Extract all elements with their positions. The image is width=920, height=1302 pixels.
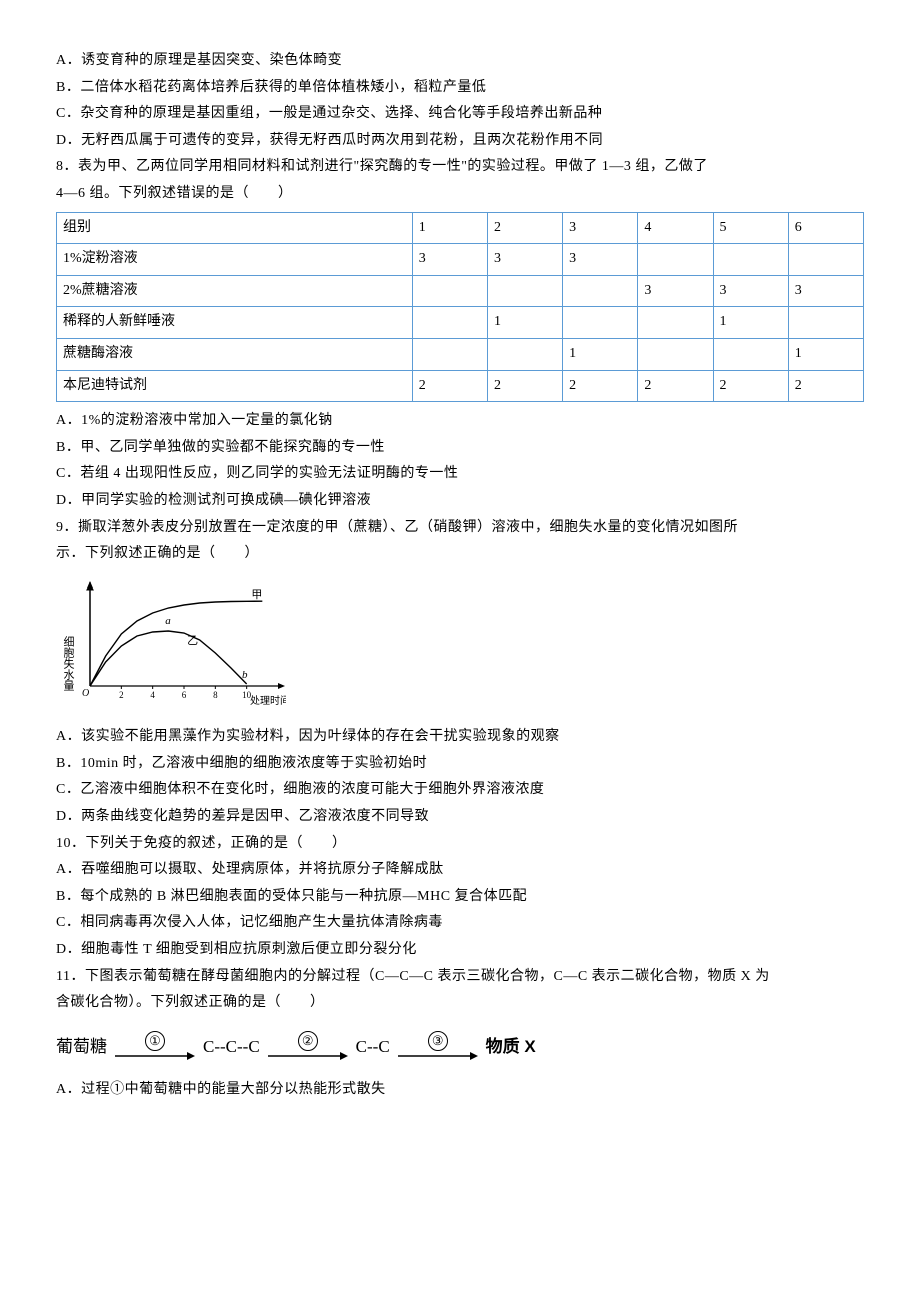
q8-opt-d: D．甲同学实验的检测试剂可换成碘—碘化钾溶液	[56, 488, 864, 515]
th-4: 4	[638, 212, 713, 244]
q9-opt-d: D．两条曲线变化趋势的差异是因甲、乙溶液浓度不同导致	[56, 804, 864, 831]
cell	[713, 244, 788, 276]
flow-node: 葡萄糖	[56, 1031, 107, 1063]
svg-text:甲: 甲	[251, 589, 262, 601]
table-row: 蔗糖酶溶液 1 1	[57, 338, 864, 370]
q8-opt-a: A．1%的淀粉溶液中常加入一定量的氯化钠	[56, 408, 864, 435]
table-row: 2%蔗糖溶液 3 3 3	[57, 275, 864, 307]
q10-opt-c: C．相同病毒再次侵入人体，记忆细胞产生大量抗体清除病毒	[56, 910, 864, 937]
th-label: 组别	[57, 212, 413, 244]
row-label: 本尼迪特试剂	[57, 370, 413, 402]
q8-stem-line2: 4—6 组。下列叙述错误的是（ ）	[56, 181, 864, 208]
cell: 3	[713, 275, 788, 307]
svg-text:6: 6	[182, 690, 187, 700]
cell: 2	[788, 370, 863, 402]
cell	[638, 338, 713, 370]
cell	[788, 307, 863, 339]
cell: 1	[487, 307, 562, 339]
q8-opt-c: C．若组 4 出现阳性反应，则乙同学的实验无法证明酶的专一性	[56, 461, 864, 488]
table-row: 1%淀粉溶液 3 3 3	[57, 244, 864, 276]
svg-text:O: O	[82, 688, 89, 699]
cell: 2	[638, 370, 713, 402]
cell	[563, 307, 638, 339]
th-1: 1	[412, 212, 487, 244]
q10-opt-a: A．吞噬细胞可以摄取、处理病原体，并将抗原分子降解成肽	[56, 857, 864, 884]
row-label: 蔗糖酶溶液	[57, 338, 413, 370]
q9-opt-c: C．乙溶液中细胞体积不在变化时，细胞液的浓度可能大于细胞外界溶液浓度	[56, 777, 864, 804]
cell: 2	[713, 370, 788, 402]
svg-text:4: 4	[150, 690, 155, 700]
cell: 1	[788, 338, 863, 370]
q9-chart-svg: 246810O甲乙ab细胞失水量处理时间/min	[56, 578, 286, 708]
svg-text:细胞失水量: 细胞失水量	[62, 635, 75, 690]
cell	[412, 338, 487, 370]
flow-node: C--C--C	[203, 1031, 260, 1063]
cell	[638, 244, 713, 276]
th-3: 3	[563, 212, 638, 244]
cell	[563, 275, 638, 307]
row-label: 2%蔗糖溶液	[57, 275, 413, 307]
cell: 2	[563, 370, 638, 402]
q9-stem-line1: 9．撕取洋葱外表皮分别放置在一定浓度的甲（蔗糖）、乙（硝酸钾）溶液中，细胞失水量…	[56, 515, 864, 542]
q11-diagram: 葡萄糖①C--C--C②C--C③物质 X	[56, 1031, 864, 1063]
th-5: 5	[713, 212, 788, 244]
table-row: 本尼迪特试剂 2 2 2 2 2 2	[57, 370, 864, 402]
cell: 3	[788, 275, 863, 307]
svg-text:b: b	[242, 669, 248, 681]
q11-stem-line1: 11．下图表示葡萄糖在酵母菌细胞内的分解过程（C—C—C 表示三碳化合物，C—C…	[56, 964, 864, 991]
svg-text:a: a	[165, 615, 171, 627]
cell	[638, 307, 713, 339]
table-row: 稀释的人新鲜唾液 1 1	[57, 307, 864, 339]
q11-stem-line2: 含碳化合物）。下列叙述正确的是（ ）	[56, 990, 864, 1017]
svg-text:处理时间/min: 处理时间/min	[250, 694, 286, 707]
cell: 3	[563, 244, 638, 276]
svg-text:乙: 乙	[187, 634, 198, 647]
th-2: 2	[487, 212, 562, 244]
q7-opt-b: B．二倍体水稻花药离体培养后获得的单倍体植株矮小，稻粒产量低	[56, 75, 864, 102]
q8-opt-b: B．甲、乙同学单独做的实验都不能探究酶的专一性	[56, 435, 864, 462]
flow-node: 物质 X	[486, 1031, 536, 1063]
q9-opt-a: A．该实验不能用黑藻作为实验材料，因为叶绿体的存在会干扰实验现象的观察	[56, 724, 864, 751]
cell	[713, 338, 788, 370]
q7-opt-c: C．杂交育种的原理是基因重组，一般是通过杂交、选择、纯合化等手段培养出新品种	[56, 101, 864, 128]
cell: 3	[487, 244, 562, 276]
q11-opt-a: A．过程①中葡萄糖中的能量大部分以热能形式散失	[56, 1077, 864, 1104]
table-header-row: 组别 1 2 3 4 5 6	[57, 212, 864, 244]
cell	[412, 307, 487, 339]
q8-table: 组别 1 2 3 4 5 6 1%淀粉溶液 3 3 3 2%蔗糖溶液 3 3 3…	[56, 212, 864, 403]
cell	[487, 338, 562, 370]
q10-opt-b: B．每个成熟的 B 淋巴细胞表面的受体只能与一种抗原—MHC 复合体匹配	[56, 884, 864, 911]
q8-stem-line1: 8．表为甲、乙两位同学用相同材料和试剂进行"探究酶的专一性"的实验过程。甲做了 …	[56, 154, 864, 181]
row-label: 稀释的人新鲜唾液	[57, 307, 413, 339]
flow-arrow: ①	[115, 1031, 195, 1063]
q10-stem: 10．下列关于免疫的叙述，正确的是（ ）	[56, 831, 864, 858]
cell	[788, 244, 863, 276]
flow-node: C--C	[356, 1031, 390, 1063]
cell: 2	[412, 370, 487, 402]
row-label: 1%淀粉溶液	[57, 244, 413, 276]
svg-text:2: 2	[119, 690, 124, 700]
cell	[412, 275, 487, 307]
q7-opt-a: A．诱变育种的原理是基因突变、染色体畸变	[56, 48, 864, 75]
q10-opt-d: D．细胞毒性 T 细胞受到相应抗原刺激后便立即分裂分化	[56, 937, 864, 964]
svg-text:8: 8	[213, 690, 218, 700]
q7-opt-d: D．无籽西瓜属于可遗传的变异，获得无籽西瓜时两次用到花粉，且两次花粉作用不同	[56, 128, 864, 155]
th-6: 6	[788, 212, 863, 244]
flow-arrow: ②	[268, 1031, 348, 1063]
cell: 2	[487, 370, 562, 402]
flow-arrow: ③	[398, 1031, 478, 1063]
cell: 1	[713, 307, 788, 339]
cell: 3	[638, 275, 713, 307]
q9-opt-b: B．10min 时，乙溶液中细胞的细胞液浓度等于实验初始时	[56, 751, 864, 778]
q9-stem-line2: 示．下列叙述正确的是（ ）	[56, 541, 864, 568]
cell	[487, 275, 562, 307]
q9-chart: 246810O甲乙ab细胞失水量处理时间/min	[56, 578, 864, 719]
cell: 1	[563, 338, 638, 370]
cell: 3	[412, 244, 487, 276]
